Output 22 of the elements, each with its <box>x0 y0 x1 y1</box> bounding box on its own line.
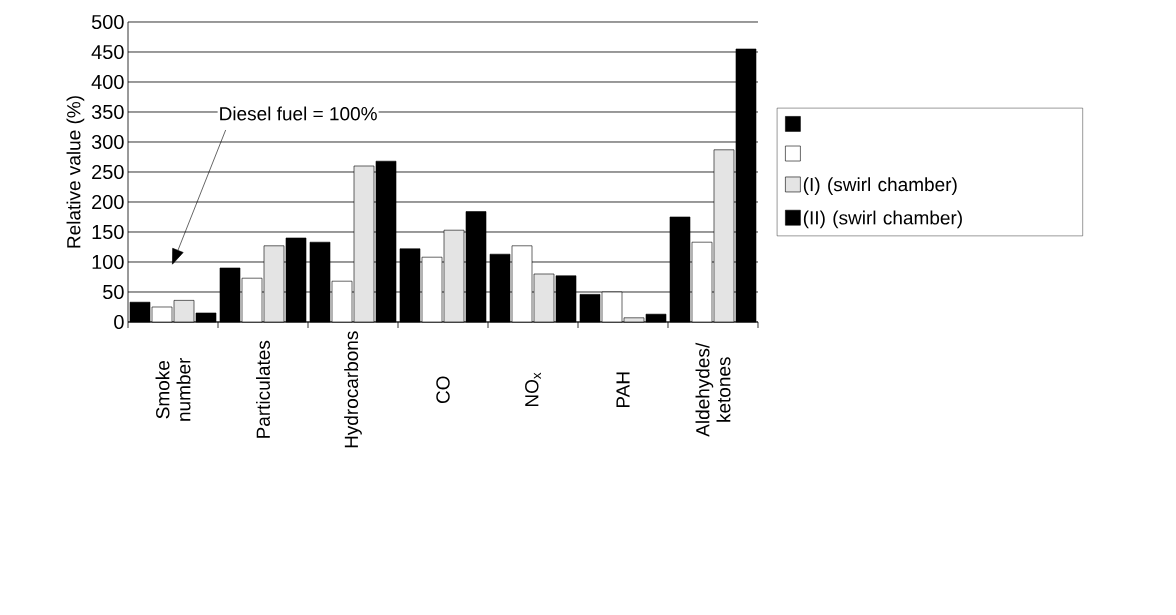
y-tick-label: 350 <box>91 104 124 120</box>
x-tick-label: Particulates <box>256 340 270 438</box>
y-tick-label: 500 <box>91 14 124 30</box>
annotation: Diesel fuel = 100% <box>220 106 377 121</box>
y-tick-label: 200 <box>92 194 124 210</box>
x-tick-label: Hydrocarbons <box>344 331 362 448</box>
y-tick-label: 450 <box>91 44 124 60</box>
x-tick-label: Smoke number <box>155 357 191 421</box>
y-tick-label: 300 <box>91 134 124 150</box>
y-tick-label: 150 <box>92 224 124 240</box>
x-tick-label: Aldehydes/ ketones <box>695 342 731 437</box>
x-tick-label: NO$_{x}$ <box>525 372 541 407</box>
y-tick-label: 400 <box>91 74 124 90</box>
x-tick-label: CO <box>436 376 450 404</box>
y-tick-label: 100 <box>92 254 124 270</box>
y-axis-title: Relative value (%) <box>66 96 85 248</box>
y-tick-label: 0 <box>114 314 124 330</box>
x-tick-label: PAH <box>616 372 630 408</box>
y-tick-label: 250 <box>92 164 124 180</box>
y-tick-label: 50 <box>103 284 124 300</box>
legend-label: (I) (swirl chamber) <box>803 177 957 196</box>
legend-label: (II) (swirl chamber) <box>803 210 962 229</box>
